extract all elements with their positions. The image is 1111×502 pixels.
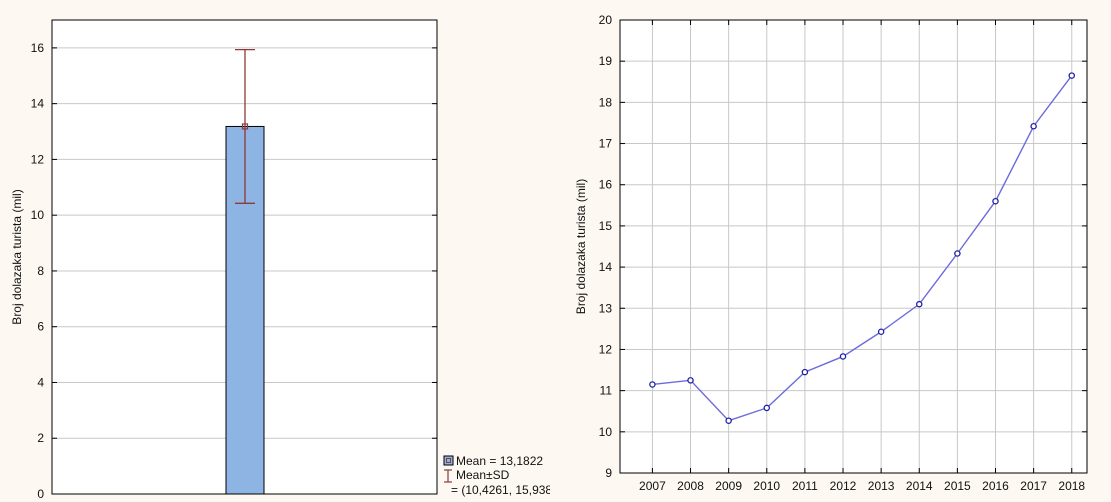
legend-sd-range: = (10,4261, 15,9383): [451, 483, 550, 497]
y-tick-label: 15: [599, 219, 613, 233]
data-point: [954, 250, 961, 257]
x-tick-label: 2008: [677, 479, 704, 493]
y-tick-label: 14: [599, 260, 613, 274]
y-tick-label: 16: [31, 41, 45, 55]
data-point: [1068, 72, 1076, 79]
data-point: [1030, 122, 1037, 130]
data-point: [877, 328, 885, 335]
legend-mean-marker-icon: [446, 458, 451, 463]
series-line: [652, 75, 1073, 422]
yearly-line-chart: 9 10 11 12 13 14 15 16 17 18 19 20 2007 2008 2009 2010 2…: [560, 0, 1111, 502]
y-tick-label: 12: [599, 342, 613, 356]
data-point: [687, 377, 694, 384]
y-tick-label: 13: [599, 301, 613, 315]
y-tick-label: 11: [600, 384, 613, 398]
legend-mean-label: Mean = 13,1822: [456, 454, 543, 468]
y-tick-label: 8: [37, 264, 44, 278]
x-tick-label: 2013: [868, 479, 895, 493]
x-tick-label: 2009: [715, 479, 742, 493]
x-tick-label: 2012: [830, 479, 857, 493]
y-tick-label: 16: [599, 178, 613, 192]
data-point: [763, 404, 771, 412]
mean-bar-chart-svg: 0 2 4 6 8 10 12 14 16 Broj dolazaka turista (mil)…: [10, 19, 550, 501]
y-tick-label: 19: [599, 54, 613, 68]
plot-frame: [619, 19, 1088, 474]
x-tick-label: 2010: [753, 479, 780, 493]
x-tick-label: 2007: [639, 479, 666, 493]
y-tick-label: 2: [37, 431, 44, 445]
y-axis-label: Broj dolazaka turista (mil): [10, 189, 24, 324]
data-point: [725, 417, 732, 424]
yearly-line-chart-svg: 9 10 11 12 13 14 15 16 17 18 19 20 2007 2008 2009 2010 2…: [574, 13, 1088, 493]
data-point: [801, 368, 809, 376]
x-tick-label: 2016: [982, 479, 1009, 493]
legend-mean-swatch: [443, 455, 454, 466]
y-tick-label: 0: [37, 487, 44, 501]
data-point: [916, 300, 923, 308]
legend-sd-label: Mean±SD: [456, 468, 510, 482]
y-tick-label: 18: [599, 95, 613, 109]
y-tick-label: 20: [599, 13, 613, 27]
y-tick-label: 17: [599, 137, 613, 151]
x-tick-label: 2015: [944, 479, 971, 493]
plot-frame: [51, 19, 438, 495]
x-tick-label: 2011: [792, 479, 818, 493]
y-tick-label: 6: [37, 320, 44, 334]
y-tick-label: 14: [31, 97, 45, 111]
x-tick-label: 2017: [1020, 479, 1047, 493]
y-tick-label: 9: [605, 466, 612, 480]
mean-bar-chart: 0 2 4 6 8 10 12 14 16 Broj dolazaka turista (mil)…: [0, 0, 550, 502]
y-tick-label: 12: [31, 152, 45, 166]
mean-marker: [241, 123, 249, 130]
y-tick-label: 10: [31, 208, 45, 222]
y-tick-label: 4: [37, 375, 44, 389]
x-tick-label: 2014: [906, 479, 933, 493]
y-axis-label: Broj dolazaka turista (mil): [574, 179, 588, 314]
plot-background: [620, 20, 1087, 473]
data-point: [992, 197, 999, 205]
y-tick-label: 10: [599, 425, 613, 439]
x-tick-label: 2018: [1058, 479, 1085, 493]
data-point: [649, 381, 656, 388]
data-point: [839, 353, 847, 360]
